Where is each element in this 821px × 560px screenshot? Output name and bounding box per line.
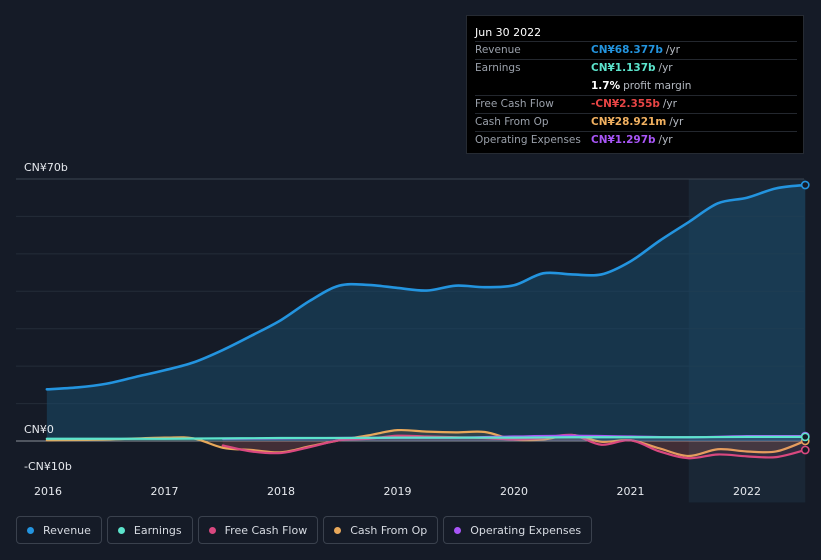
tooltip-row-value: CN¥28.921m	[591, 116, 667, 128]
earnings-line	[45, 435, 807, 440]
tooltip-panel: Jun 30 2022 Revenue CN¥68.377b/yr Earnings…	[466, 15, 804, 154]
cash-from-op-line	[45, 428, 807, 458]
tooltip-row-label: Free Cash Flow	[475, 98, 554, 110]
tooltip-row-unit: /yr	[658, 134, 673, 146]
tooltip-row-label: Operating Expenses	[475, 134, 581, 146]
legend-dot-icon	[334, 526, 342, 534]
tooltip-rows: Revenue CN¥68.377b/yr Earnings CN¥1.137b/yr…	[475, 41, 797, 149]
x-tick-label: 2016	[34, 485, 62, 498]
x-tick-label: 2022	[733, 485, 761, 498]
tooltip-row-label: Cash From Op	[475, 116, 549, 128]
tooltip-row: Free Cash Flow -CN¥2.355b/yr	[475, 95, 797, 113]
legend-item-free-cash-flow[interactable]: Free Cash Flow	[197, 516, 319, 544]
legend-dot-icon	[27, 526, 34, 534]
tooltip-row-unit: /yr	[658, 62, 673, 74]
tooltip-row: Earnings CN¥1.137b/yr	[475, 59, 797, 77]
legend-dot-icon	[454, 526, 462, 534]
tooltip-date: Jun 30 2022	[475, 26, 542, 39]
x-tick-label: 2018	[267, 485, 295, 498]
legend-item-revenue[interactable]: Revenue	[16, 516, 102, 544]
x-tick-label: 2019	[384, 485, 412, 498]
legend-item-earnings[interactable]: Earnings	[106, 516, 193, 544]
tooltip-row-value: CN¥1.137b	[591, 62, 656, 74]
series-layer	[45, 180, 810, 460]
tooltip-row-value: CN¥1.297b	[591, 134, 656, 146]
x-tick-label: 2017	[151, 485, 179, 498]
cash-from-op-area	[46, 430, 806, 456]
earnings-endpoint	[800, 432, 810, 442]
x-axis: 2016 2017 2018 2019 2020 2021 2022	[34, 485, 761, 498]
tooltip-row: 1.7% profit margin	[475, 77, 797, 95]
legend-item-operating-expenses[interactable]: Operating Expenses	[443, 516, 593, 544]
free-cash-flow-line	[221, 433, 807, 460]
tooltip-row-value: 1.7%	[591, 80, 621, 92]
legend-label: Operating Expenses	[470, 523, 582, 537]
free-cash-flow-endpoint	[800, 445, 810, 455]
tooltip-row-value: -CN¥2.355b	[591, 98, 660, 110]
y-axis: CN¥70b CN¥0 -CN¥10b	[24, 161, 72, 473]
tooltip-row: Cash From Op CN¥28.921m/yr	[475, 113, 797, 131]
legend-dot-icon	[208, 526, 216, 534]
tooltip-row-label: Revenue	[475, 44, 521, 56]
legend-item-cash-from-op[interactable]: Cash From Op	[323, 516, 439, 544]
y-tick-label: CN¥0	[24, 423, 54, 436]
y-tick-label: -CN¥10b	[24, 460, 72, 473]
tooltip-row-unit: /yr	[662, 98, 677, 110]
legend-dot-icon	[117, 526, 125, 534]
revenue-area	[46, 184, 806, 441]
tooltip-row: Revenue CN¥68.377b/yr	[475, 41, 797, 59]
legend-label: Free Cash Flow	[224, 523, 308, 537]
tooltip-row-label: Earnings	[475, 62, 521, 74]
x-tick-label: 2020	[500, 485, 528, 498]
legend: Revenue Earnings Free Cash Flow Cash From O…	[16, 516, 593, 546]
revenue-line	[45, 183, 807, 391]
x-tick-label: 2021	[617, 485, 645, 498]
legend-label: Revenue	[43, 523, 91, 537]
free-cash-flow-area	[222, 434, 806, 459]
tooltip-row-value: CN¥68.377b	[591, 44, 663, 56]
tooltip-row-unit: /yr	[665, 44, 680, 56]
tooltip-row-unit: profit margin	[623, 80, 692, 92]
legend-label: Cash From Op	[350, 523, 428, 537]
legend-label: Earnings	[133, 523, 182, 537]
tooltip-row-unit: /yr	[669, 116, 684, 128]
tooltip-row: Operating Expenses CN¥1.297b/yr	[475, 131, 797, 149]
revenue-endpoint	[800, 180, 810, 190]
y-tick-label: CN¥70b	[24, 161, 68, 174]
